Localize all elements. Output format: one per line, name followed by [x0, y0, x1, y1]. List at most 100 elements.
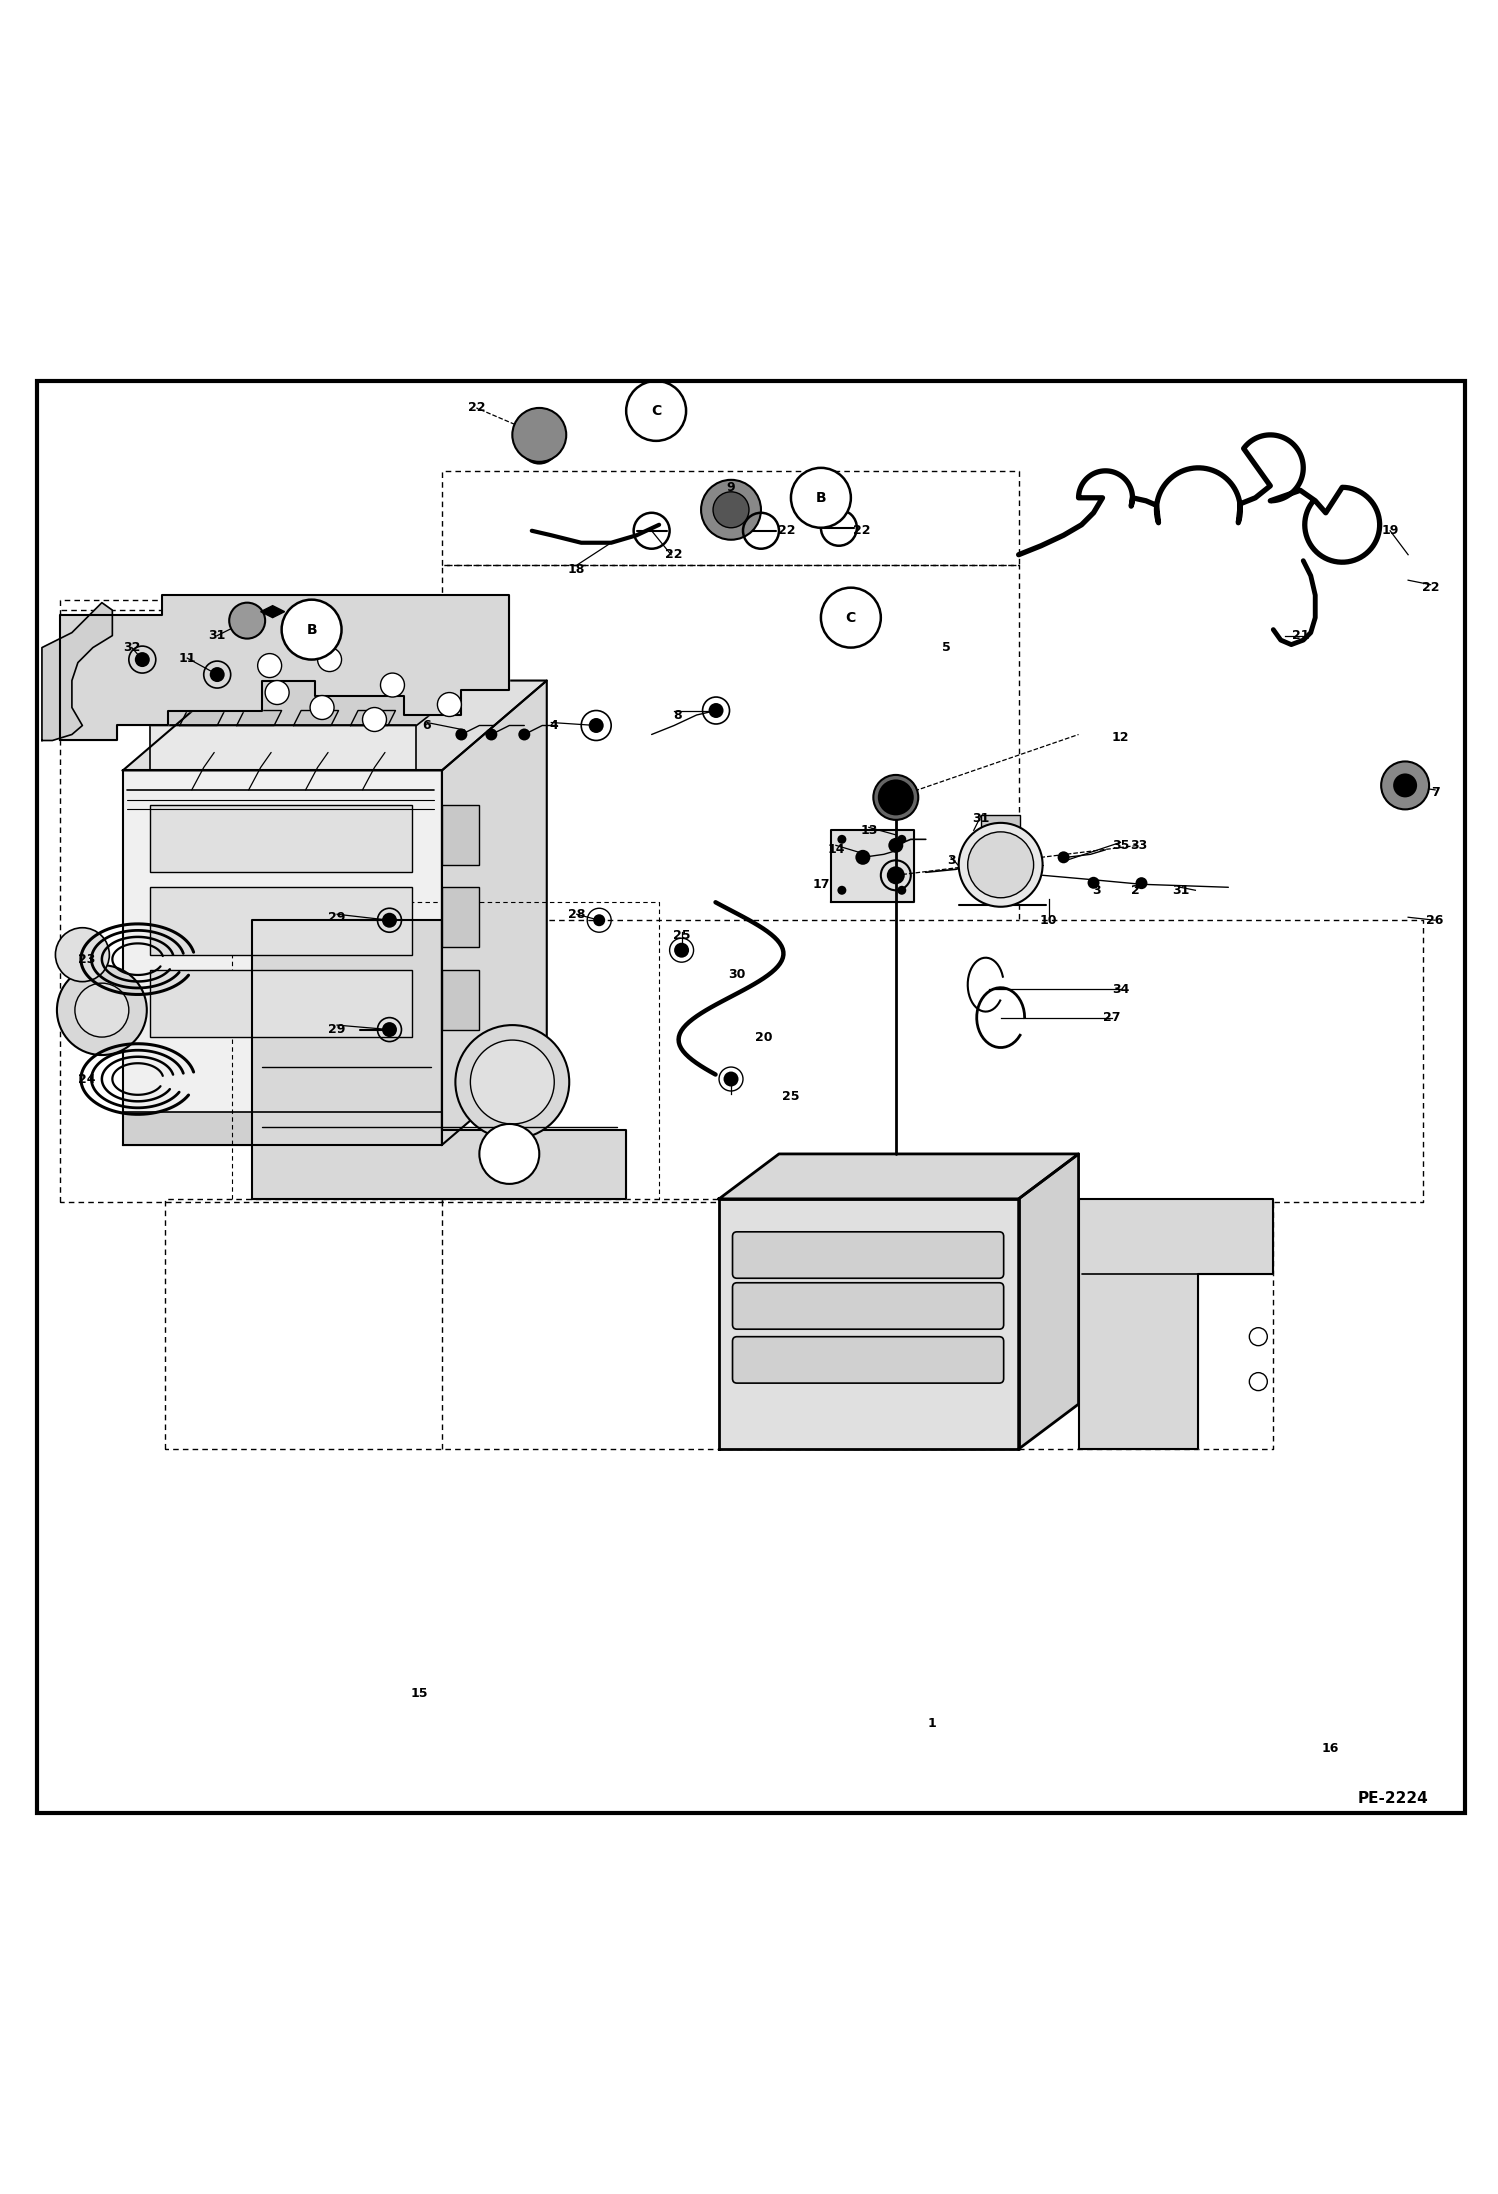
Circle shape: [518, 728, 530, 742]
Polygon shape: [1079, 1198, 1273, 1448]
Text: 15: 15: [410, 1687, 428, 1700]
Circle shape: [479, 1123, 539, 1185]
Text: 10: 10: [1040, 913, 1058, 926]
Text: 18: 18: [568, 564, 586, 577]
Circle shape: [589, 717, 604, 733]
Circle shape: [382, 913, 397, 928]
Bar: [150, 970, 412, 1038]
Polygon shape: [123, 680, 547, 770]
Text: 4: 4: [550, 720, 559, 733]
Polygon shape: [261, 606, 285, 619]
Circle shape: [888, 838, 903, 853]
Circle shape: [709, 702, 724, 717]
Circle shape: [455, 728, 467, 742]
Bar: [150, 805, 412, 873]
Polygon shape: [719, 1154, 1079, 1198]
Circle shape: [959, 823, 1043, 906]
Text: 26: 26: [1426, 913, 1444, 926]
Circle shape: [382, 1022, 397, 1038]
Text: 31: 31: [208, 630, 226, 643]
Circle shape: [229, 603, 265, 638]
Circle shape: [887, 867, 905, 884]
Text: 27: 27: [1103, 1011, 1121, 1025]
Text: 2: 2: [1131, 884, 1140, 897]
Circle shape: [455, 1025, 569, 1139]
Text: 29: 29: [328, 1022, 346, 1036]
Text: 3: 3: [1092, 884, 1101, 897]
Bar: [442, 886, 479, 948]
Text: 13: 13: [860, 825, 878, 836]
Text: 9: 9: [727, 480, 736, 494]
Polygon shape: [719, 1198, 1019, 1448]
Text: B: B: [306, 623, 318, 636]
Polygon shape: [252, 919, 626, 1198]
Text: C: C: [652, 404, 661, 417]
Circle shape: [363, 706, 386, 731]
Polygon shape: [180, 711, 225, 726]
Circle shape: [626, 382, 686, 441]
Circle shape: [897, 836, 906, 845]
Text: 12: 12: [1112, 731, 1129, 744]
Circle shape: [821, 588, 881, 647]
Text: 14: 14: [827, 842, 845, 856]
Text: 29: 29: [328, 911, 346, 924]
Polygon shape: [42, 603, 112, 742]
Polygon shape: [123, 770, 442, 1145]
Text: 8: 8: [673, 709, 682, 722]
Text: 22: 22: [852, 524, 870, 538]
Circle shape: [437, 693, 461, 717]
Text: C: C: [846, 610, 855, 625]
Text: 1: 1: [927, 1716, 936, 1729]
Text: 23: 23: [78, 952, 96, 965]
Polygon shape: [351, 711, 395, 726]
Text: 34: 34: [1112, 983, 1129, 996]
Text: 5: 5: [942, 641, 951, 654]
Circle shape: [897, 886, 906, 895]
Polygon shape: [123, 1112, 442, 1145]
Text: 25: 25: [782, 1090, 800, 1104]
Bar: [981, 816, 1020, 829]
Bar: [442, 970, 479, 1029]
Text: 19: 19: [1381, 524, 1399, 538]
Text: 22: 22: [1422, 581, 1440, 595]
Circle shape: [855, 849, 870, 864]
Text: 7: 7: [1431, 785, 1440, 799]
Circle shape: [1381, 761, 1429, 810]
Text: 32: 32: [123, 641, 141, 654]
Text: PE-2224: PE-2224: [1357, 1790, 1429, 1806]
Circle shape: [873, 774, 918, 821]
Circle shape: [258, 654, 282, 678]
Text: 22: 22: [467, 402, 485, 415]
Circle shape: [1135, 878, 1147, 889]
Bar: [150, 886, 412, 954]
Circle shape: [135, 652, 150, 667]
Text: 16: 16: [1321, 1742, 1339, 1755]
Circle shape: [837, 886, 846, 895]
Polygon shape: [60, 595, 509, 742]
Text: 30: 30: [728, 968, 746, 981]
Polygon shape: [294, 711, 339, 726]
Polygon shape: [1019, 1154, 1079, 1448]
Circle shape: [380, 674, 404, 698]
Text: 31: 31: [972, 812, 990, 825]
Circle shape: [318, 647, 342, 671]
FancyBboxPatch shape: [733, 1283, 1004, 1330]
Circle shape: [701, 480, 761, 540]
Polygon shape: [150, 656, 506, 726]
Circle shape: [512, 408, 566, 463]
Circle shape: [282, 599, 342, 660]
Text: B: B: [815, 491, 827, 505]
Circle shape: [75, 983, 129, 1038]
Text: 11: 11: [178, 652, 196, 665]
Text: 25: 25: [673, 928, 691, 941]
Circle shape: [470, 1040, 554, 1123]
Polygon shape: [237, 711, 282, 726]
Circle shape: [724, 1071, 739, 1086]
Text: 22: 22: [665, 548, 683, 562]
Bar: [442, 805, 479, 864]
Circle shape: [210, 667, 225, 682]
Polygon shape: [442, 680, 547, 1145]
Text: 24: 24: [78, 1073, 96, 1086]
Circle shape: [1393, 774, 1417, 796]
Text: 31: 31: [1171, 884, 1189, 897]
